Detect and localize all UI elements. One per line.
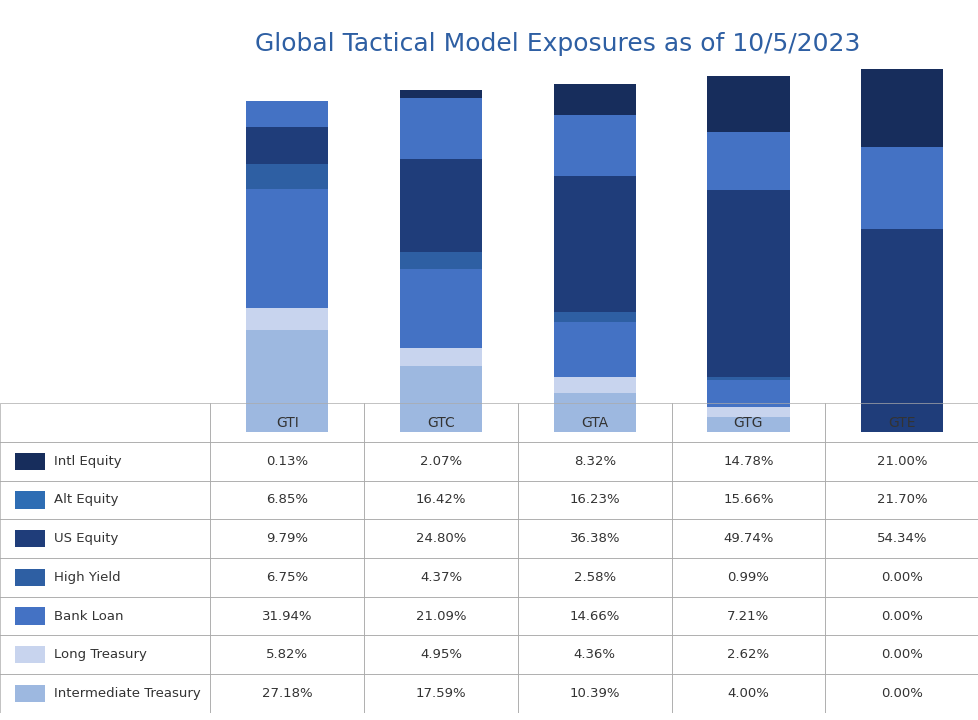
Text: 9.79%: 9.79% — [266, 532, 308, 545]
Text: 2.62%: 2.62% — [727, 648, 769, 661]
Text: Global Tactical Model Exposures as of 10/5/2023: Global Tactical Model Exposures as of 10… — [255, 32, 860, 56]
Bar — [15, 569, 45, 586]
Text: 2.58%: 2.58% — [573, 571, 615, 584]
Text: 4.36%: 4.36% — [573, 648, 615, 661]
Text: 2.07%: 2.07% — [420, 455, 462, 468]
Text: GTA: GTA — [581, 415, 607, 430]
Text: 16.42%: 16.42% — [416, 493, 466, 506]
Bar — [399, 269, 482, 348]
Bar — [15, 453, 45, 470]
Text: US Equity: US Equity — [54, 532, 118, 545]
Bar — [706, 132, 789, 190]
Text: 54.34%: 54.34% — [876, 532, 926, 545]
Bar — [860, 68, 943, 148]
Text: 31.94%: 31.94% — [262, 610, 312, 623]
Text: Bank Loan: Bank Loan — [54, 610, 123, 623]
Bar — [245, 330, 329, 432]
Bar — [15, 685, 45, 702]
Bar — [245, 163, 329, 189]
Bar — [245, 127, 329, 163]
Text: 17.59%: 17.59% — [416, 687, 466, 700]
Bar — [553, 312, 636, 322]
Bar — [245, 189, 329, 308]
Text: 10.39%: 10.39% — [569, 687, 619, 700]
Text: 0.00%: 0.00% — [880, 610, 922, 623]
Bar — [553, 377, 636, 393]
Text: 16.23%: 16.23% — [569, 493, 619, 506]
Text: GTG: GTG — [733, 415, 763, 430]
Bar — [399, 348, 482, 366]
Text: 0.00%: 0.00% — [880, 648, 922, 661]
Text: 15.66%: 15.66% — [723, 493, 773, 506]
Text: 14.78%: 14.78% — [723, 455, 773, 468]
Bar — [399, 98, 482, 159]
Text: 4.00%: 4.00% — [727, 687, 769, 700]
Bar — [706, 76, 789, 132]
Text: 7.21%: 7.21% — [727, 610, 769, 623]
Bar — [15, 646, 45, 663]
Bar — [399, 90, 482, 98]
Text: Intermediate Treasury: Intermediate Treasury — [54, 687, 200, 700]
Text: 21.09%: 21.09% — [416, 610, 466, 623]
Text: 8.32%: 8.32% — [573, 455, 615, 468]
Bar — [553, 115, 636, 176]
Text: GTI: GTI — [276, 415, 298, 430]
Text: 6.75%: 6.75% — [266, 571, 308, 584]
Bar — [706, 380, 789, 408]
Bar — [15, 491, 45, 508]
Text: GTC: GTC — [426, 415, 455, 430]
Text: Long Treasury: Long Treasury — [54, 648, 147, 661]
Text: 14.66%: 14.66% — [569, 610, 619, 623]
Bar — [860, 148, 943, 228]
Bar — [553, 84, 636, 115]
Bar — [860, 228, 943, 432]
Bar — [399, 366, 482, 432]
Bar — [553, 393, 636, 432]
Bar — [399, 252, 482, 269]
Bar — [553, 176, 636, 312]
Bar — [245, 102, 329, 127]
Text: 0.13%: 0.13% — [266, 455, 308, 468]
Text: Alt Equity: Alt Equity — [54, 493, 118, 506]
Text: 21.00%: 21.00% — [876, 455, 926, 468]
Text: 49.74%: 49.74% — [723, 532, 773, 545]
Bar — [706, 190, 789, 377]
Text: Intl Equity: Intl Equity — [54, 455, 121, 468]
Bar — [15, 608, 45, 625]
Text: 21.70%: 21.70% — [876, 493, 926, 506]
Text: High Yield: High Yield — [54, 571, 120, 584]
Bar — [553, 322, 636, 377]
Text: 36.38%: 36.38% — [569, 532, 619, 545]
Text: GTE: GTE — [887, 415, 915, 430]
Bar — [706, 417, 789, 432]
Bar — [15, 530, 45, 547]
Text: 0.00%: 0.00% — [880, 687, 922, 700]
Text: 27.18%: 27.18% — [262, 687, 312, 700]
Bar — [706, 408, 789, 417]
Text: 5.82%: 5.82% — [266, 648, 308, 661]
Text: 4.37%: 4.37% — [420, 571, 462, 584]
Bar — [706, 377, 789, 380]
Text: 4.95%: 4.95% — [420, 648, 462, 661]
Text: 6.85%: 6.85% — [266, 493, 308, 506]
Bar — [245, 308, 329, 330]
Bar — [399, 159, 482, 252]
Text: 0.00%: 0.00% — [880, 571, 922, 584]
Text: 0.99%: 0.99% — [727, 571, 769, 584]
Text: 24.80%: 24.80% — [416, 532, 466, 545]
